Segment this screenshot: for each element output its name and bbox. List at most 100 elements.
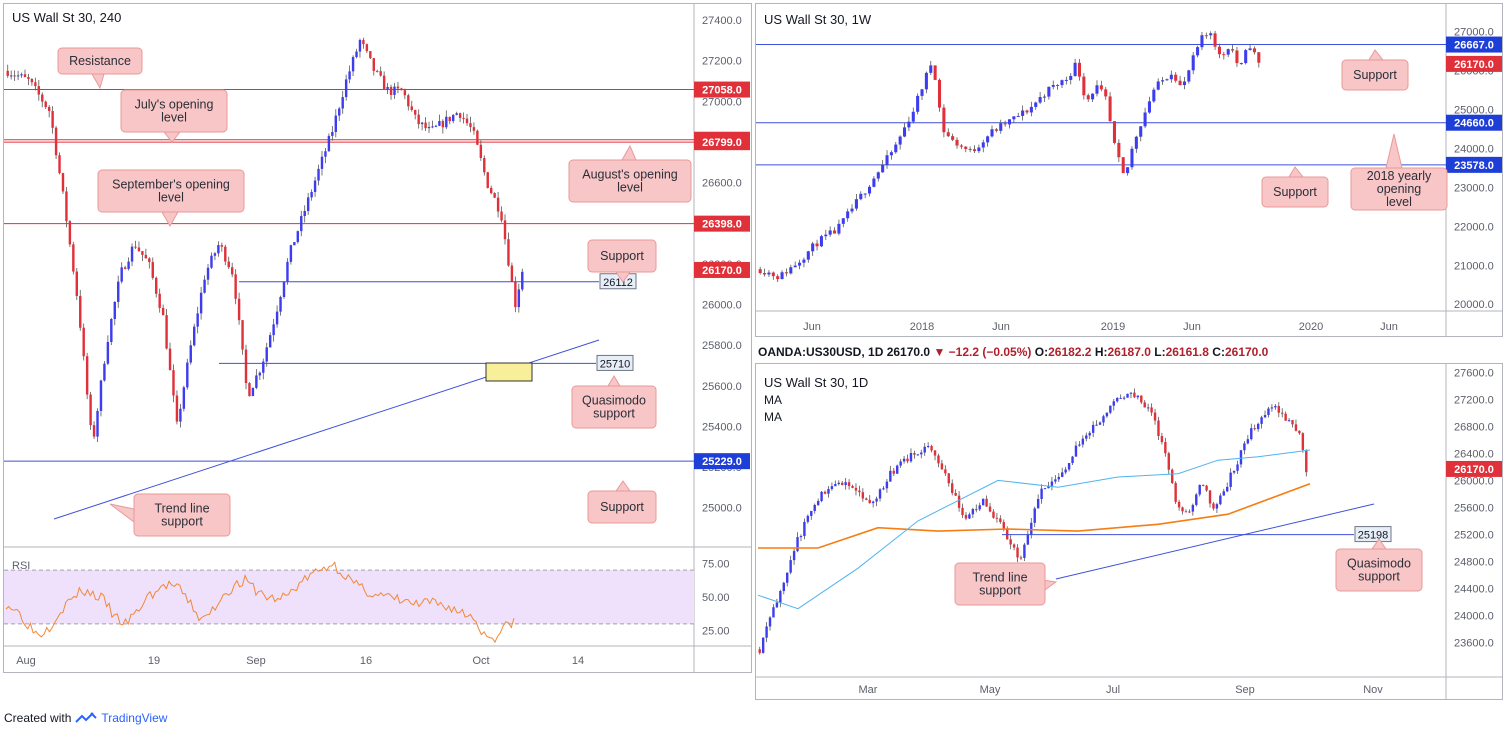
candle-body	[1047, 485, 1050, 489]
candle-body	[161, 307, 165, 316]
candle-body	[1232, 470, 1236, 473]
candle-body	[1195, 494, 1198, 505]
weekly-chart-svg[interactable]: US Wall St 30, 1W27000.026000.025000.024…	[756, 4, 1502, 336]
candle-body	[1274, 405, 1277, 408]
candle-body	[1034, 102, 1038, 107]
candle-body	[324, 151, 327, 157]
callout-text: level	[617, 181, 643, 195]
candle-body	[1235, 50, 1239, 64]
x-tick-label: Nov	[1363, 684, 1383, 696]
segment-label: 25198	[1358, 530, 1389, 542]
candle-body	[438, 120, 441, 126]
h4-chart-panel[interactable]: US Wall St 30, 240 26112 25710 27400.0 27200…	[3, 3, 752, 673]
candle-body	[885, 481, 889, 489]
candle-body	[1009, 539, 1012, 545]
price-label: 26799.0	[702, 137, 742, 149]
candle-body	[896, 465, 899, 474]
candle-body	[1253, 428, 1256, 430]
candle-body	[476, 130, 479, 145]
callout-text: support	[979, 584, 1021, 598]
callout-pointer	[1385, 133, 1403, 169]
candle-body	[1078, 444, 1081, 446]
candle-body	[968, 148, 972, 150]
candle-body	[113, 301, 116, 319]
y-tick-label: 26600.0	[702, 178, 742, 190]
candle-body	[902, 458, 906, 462]
candle-body	[148, 258, 151, 263]
candle-body	[916, 95, 920, 112]
price-label: 24660.0	[1454, 118, 1494, 130]
candle-body	[1239, 450, 1243, 465]
weekly-chart-panel[interactable]: US Wall St 30, 1W27000.026000.025000.024…	[755, 3, 1503, 337]
segment-label-box	[596, 354, 634, 371]
candle-body	[1301, 433, 1305, 450]
ohlc-low: 26161.8	[1165, 345, 1209, 359]
candle-body	[199, 292, 203, 314]
candle-body	[500, 211, 503, 221]
x-tick-label: 2019	[1101, 321, 1125, 333]
callout-text: July's opening	[135, 98, 214, 112]
candle-body	[854, 487, 858, 491]
candle-body	[137, 247, 141, 252]
candle-body	[771, 272, 775, 277]
candle-body	[1217, 46, 1221, 55]
h4-chart-svg[interactable]: US Wall St 30, 240 26112 25710 27400.0 27200…	[4, 4, 751, 672]
daily-chart-svg[interactable]: US Wall St 30, 1D MA MA 25198 27600.0 27200.0…	[756, 364, 1502, 699]
candle-body	[434, 125, 438, 127]
callout-text: Quasimodo	[582, 394, 646, 408]
candle-body	[130, 246, 134, 262]
candle-body	[799, 536, 803, 538]
candle-body	[1002, 522, 1005, 529]
highlight-zone	[485, 362, 533, 382]
candle-body	[803, 521, 806, 537]
candle-body	[244, 349, 248, 384]
candle-body	[472, 127, 476, 131]
candle-body	[971, 509, 975, 515]
candle-body	[334, 115, 338, 133]
candle-body	[830, 486, 834, 489]
candle-body	[767, 272, 771, 275]
callout-box	[1341, 59, 1409, 91]
y-tick-label: 25600.0	[702, 381, 742, 393]
candle-body	[117, 281, 120, 302]
candle-body	[213, 253, 217, 256]
y-tick-label: 21000.0	[1454, 260, 1494, 272]
candle-body	[417, 114, 420, 125]
candle-body	[1042, 96, 1047, 98]
candle-body	[1082, 76, 1086, 96]
candle-body	[833, 230, 837, 234]
footer-brand[interactable]: TradingView	[101, 711, 168, 725]
candle-body	[1057, 476, 1060, 480]
callout-text: level	[161, 111, 187, 125]
candle-body	[1229, 472, 1232, 487]
candle-body	[203, 279, 206, 293]
candle-body	[789, 267, 793, 274]
candle-body	[1026, 534, 1030, 545]
candle-body	[1161, 80, 1165, 82]
candle-body	[1284, 413, 1287, 421]
candle-body	[806, 515, 810, 522]
ohlc-change: −12.2 (−0.05%)	[948, 345, 1032, 359]
callout-box	[1335, 548, 1423, 592]
candle-body	[1281, 412, 1284, 414]
candle-body	[272, 324, 275, 336]
candle-body	[1198, 484, 1201, 495]
candle-body	[841, 482, 844, 486]
candle-body	[1188, 511, 1191, 513]
candle-body	[510, 265, 514, 282]
daily-chart-panel[interactable]: US Wall St 30, 1D MA MA 25198 27600.0 27200.0…	[755, 363, 1503, 700]
candle-body	[1085, 435, 1088, 439]
candle-body	[220, 245, 224, 247]
y-tick-label: 26400.0	[1454, 448, 1494, 460]
candle-body	[54, 127, 58, 156]
candle-body	[999, 518, 1002, 523]
candle-body	[293, 242, 296, 246]
candle-body	[837, 223, 841, 234]
candle-body	[1025, 110, 1029, 113]
candle-body	[165, 315, 168, 349]
candle-body	[358, 40, 362, 52]
price-label: 27058.0	[702, 85, 742, 97]
candle-body	[793, 265, 797, 268]
candle-body	[1146, 407, 1150, 409]
candle-body	[1213, 33, 1217, 47]
